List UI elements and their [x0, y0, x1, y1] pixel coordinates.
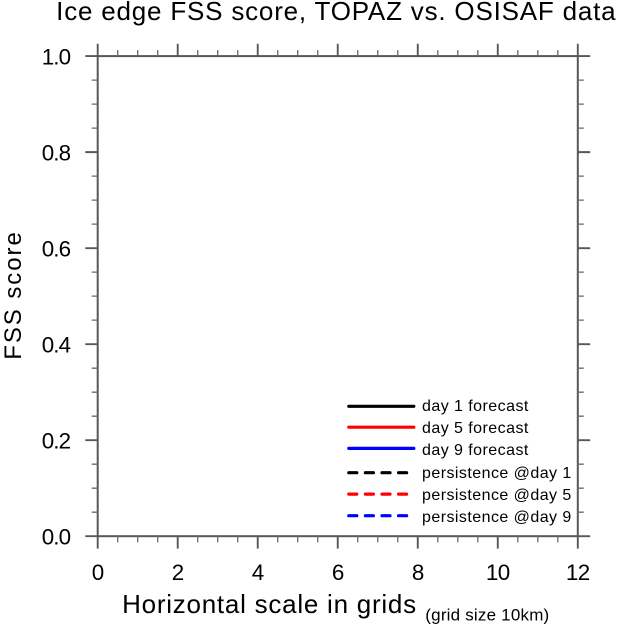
svg-text:0.8: 0.8	[42, 140, 71, 165]
svg-text:FSS score: FSS score	[0, 230, 27, 360]
svg-text:4: 4	[252, 560, 264, 585]
svg-text:day 5 forecast: day 5 forecast	[422, 420, 529, 437]
svg-text:12: 12	[566, 560, 590, 585]
svg-text:6: 6	[332, 560, 344, 585]
svg-text:0.4: 0.4	[42, 332, 71, 357]
svg-text:day 9 forecast: day 9 forecast	[422, 442, 529, 459]
svg-text:0: 0	[92, 560, 104, 585]
svg-text:2: 2	[172, 560, 184, 585]
svg-text:0.6: 0.6	[42, 236, 71, 261]
svg-text:persistence @day 9: persistence @day 9	[422, 509, 572, 526]
svg-text:persistence @day 1: persistence @day 1	[422, 465, 572, 482]
svg-text:10: 10	[486, 560, 510, 585]
svg-text:1.0: 1.0	[42, 44, 71, 69]
svg-text:Horizontal scale in grids: Horizontal scale in grids	[122, 589, 417, 619]
svg-text:persistence @day 5: persistence @day 5	[422, 487, 572, 504]
svg-text:day 1 forecast: day 1 forecast	[422, 398, 529, 415]
svg-text:(grid size 10km): (grid size 10km)	[425, 605, 549, 624]
svg-text:0.0: 0.0	[42, 524, 71, 549]
svg-text:8: 8	[412, 560, 424, 585]
svg-text:0.2: 0.2	[42, 428, 71, 453]
svg-text:Ice edge FSS score, TOPAZ vs.: Ice edge FSS score, TOPAZ vs. OSISAF dat…	[56, 0, 616, 26]
